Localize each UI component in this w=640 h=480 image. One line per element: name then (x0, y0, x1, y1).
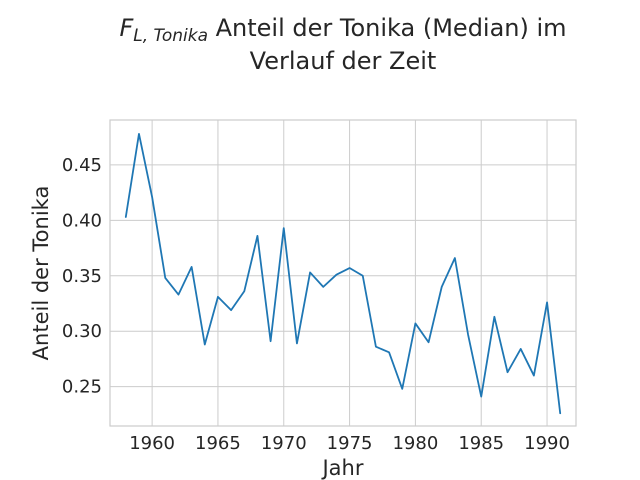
x-tick-label: 1965 (195, 433, 241, 454)
chart-title-line2: Verlauf der Zeit (250, 47, 437, 75)
x-tick-label: 1980 (392, 433, 438, 454)
title-symbol: F (119, 14, 134, 42)
x-axis-label: Jahr (320, 456, 363, 480)
y-tick-label: 0.45 (62, 155, 102, 176)
series-line (124, 132, 562, 415)
y-axis-label: Anteil der Tonika (29, 186, 53, 361)
x-tick-label: 1990 (524, 433, 570, 454)
chart-title-line1: FL, Tonika Anteil der Tonika (Median) im (119, 14, 566, 46)
y-tick-labels: 0.25 0.30 0.35 0.40 0.45 (62, 155, 102, 398)
x-tick-label: 1975 (327, 433, 373, 454)
plot-area: 1960 1965 1970 1975 1980 1985 1990 0.25 0.30 0.3… (62, 119, 577, 454)
y-tick-label: 0.40 (62, 210, 102, 231)
x-tick-label: 1970 (261, 433, 307, 454)
x-tick-label: 1985 (458, 433, 504, 454)
gridlines (110, 120, 576, 426)
x-tick-label: 1960 (129, 433, 175, 454)
y-tick-label: 0.35 (62, 266, 102, 287)
title-subscript: L, Tonika (133, 26, 208, 46)
y-tick-label: 0.30 (62, 321, 102, 342)
plot-frame (109, 119, 577, 427)
title-text: Anteil der Tonika (Median) im (208, 14, 567, 42)
y-tick-label: 0.25 (62, 377, 102, 398)
x-tick-labels: 1960 1965 1970 1975 1980 1985 1990 (129, 433, 570, 454)
